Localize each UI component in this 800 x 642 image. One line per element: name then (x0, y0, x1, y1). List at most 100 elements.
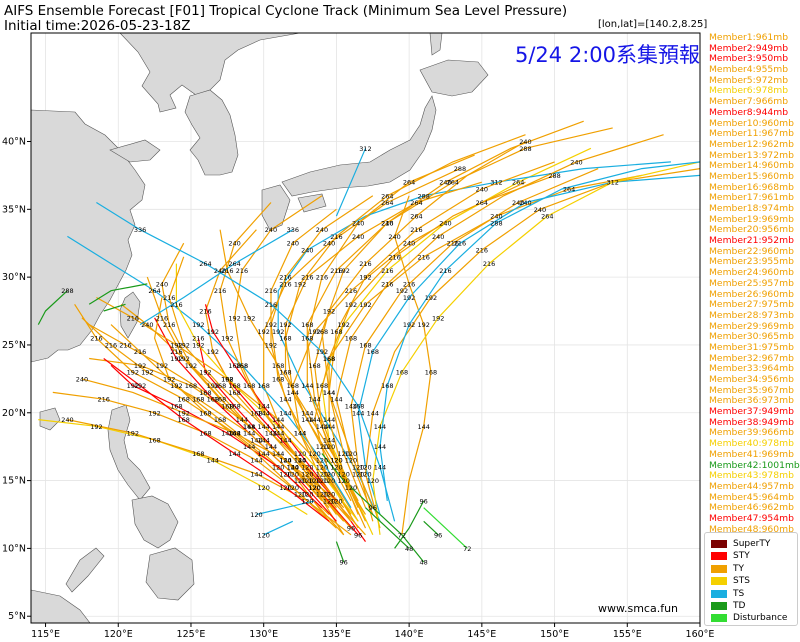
track-hour-label: 216 (279, 280, 291, 288)
track-hour-label: 192 (185, 362, 197, 370)
track-hour-label: 288 (519, 145, 531, 153)
track-hour-label: 264 (381, 199, 393, 207)
track-hour-label: 120 (323, 470, 335, 478)
track-hour-label: 216 (476, 247, 488, 255)
cyclone-track-line (67, 419, 352, 536)
track-hour-label: 120 (272, 464, 284, 472)
track-hour-label: 216 (483, 260, 495, 268)
track-hour-label: 168 (199, 430, 211, 438)
y-tick-label: 40°N (2, 137, 26, 148)
member-pressure-entry: Member20:956mb (709, 224, 794, 236)
track-hour-label: 240 (287, 240, 299, 248)
track-hour-label: 120 (287, 464, 299, 472)
member-pressure-entry: Member5:972mb (709, 74, 789, 86)
track-hour-label: 240 (214, 267, 226, 275)
track-hour-label: 240 (141, 321, 153, 329)
track-hour-label: 96 (369, 504, 377, 512)
track-hour-label: 168 (199, 389, 211, 397)
track-hour-label: 264 (512, 179, 524, 187)
track-hour-label: 264 (541, 213, 553, 221)
member-pressure-entry: Member28:973mb (709, 309, 794, 321)
track-hour-label: 192 (177, 355, 189, 363)
cyclone-track-line (81, 378, 366, 536)
track-hour-label: 192 (403, 294, 415, 302)
track-hour-label: 192 (127, 382, 139, 390)
track-hour-label: 336 (134, 226, 146, 234)
track-hour-label: 192 (134, 362, 146, 370)
track-hour-label: 192 (396, 287, 408, 295)
cyclone-track-line (103, 303, 126, 312)
track-hour-label: 216 (170, 301, 182, 309)
member-pressure-entry: Member33:964mb (709, 363, 794, 375)
cyclone-track-line (394, 195, 432, 535)
track-hour-label: 144 (294, 457, 306, 465)
member-pressure-entry: Member43:978mb (709, 470, 794, 482)
track-hour-label: 72 (398, 531, 406, 539)
track-hour-label: 120 (337, 477, 349, 485)
cyclone-track-line (328, 181, 526, 522)
track-hour-label: 144 (323, 423, 335, 431)
y-tick-label: 30°N (2, 272, 26, 283)
track-hour-label: 144 (308, 396, 320, 404)
track-hour-label: 216 (221, 267, 233, 275)
track-hour-label: 120 (323, 477, 335, 485)
track-hour-label: 120 (345, 484, 357, 492)
track-hour-label: 264 (403, 179, 415, 187)
chart-subtitle: Initial time:2026-05-23-18Z (4, 18, 191, 34)
member-pressure-entry: Member46:962mb (709, 502, 794, 514)
member-pressure-entry: Member11:967mb (709, 128, 794, 140)
track-hour-label: 144 (265, 443, 277, 451)
track-hour-label: 120 (323, 443, 335, 451)
track-hour-label: 216 (163, 294, 175, 302)
member-pressure-entry: Member6:978mb (709, 85, 789, 97)
cyclone-track-line (219, 229, 359, 508)
track-hour-label: 144 (228, 450, 240, 458)
track-hour-label: 168 (192, 396, 204, 404)
track-hour-label: 240 (388, 233, 400, 241)
intensity-legend: SuperTY STY TY STS TS TD Disturbance (704, 532, 798, 626)
x-tick-label: 160°E (686, 629, 715, 640)
track-hour-label: 96 (434, 531, 442, 539)
track-hour-label: 240 (519, 199, 531, 207)
track-hour-label: 144 (279, 457, 291, 465)
track-hour-label: 120 (301, 464, 313, 472)
legend-swatch (711, 602, 727, 610)
track-hour-label: 168 (425, 369, 437, 377)
track-hour-label: 120 (316, 464, 328, 472)
member-pressure-entry: Member48:960mb (709, 523, 794, 535)
member-pressure-entry: Member44:957mb (709, 480, 794, 492)
track-hour-label: 192 (359, 301, 371, 309)
track-hour-label: 120 (294, 457, 306, 465)
track-hour-label: 144 (265, 430, 277, 438)
track-hour-label: 144 (272, 423, 284, 431)
cyclone-track-line (219, 202, 352, 522)
track-hour-label: 120 (279, 470, 291, 478)
track-hour-label: 120 (316, 477, 328, 485)
legend-swatch (711, 589, 727, 598)
member-pressure-entry: Member8:944mb (709, 106, 789, 118)
track-hour-label: 120 (359, 464, 371, 472)
cyclone-track-line (284, 134, 526, 502)
track-hour-label: 192 (316, 348, 328, 356)
track-hour-label: 120 (257, 531, 269, 539)
legend-item: Disturbance (711, 612, 787, 624)
track-hour-label: 144 (236, 416, 248, 424)
legend-swatch (711, 552, 727, 561)
track-hour-label: 120 (294, 491, 306, 499)
track-hour-label: 96 (340, 559, 348, 567)
track-hour-label: 144 (374, 423, 386, 431)
land-asia-mainland (31, 33, 301, 113)
track-hour-label: 192 (337, 321, 349, 329)
member-pressure-entry: Member18:974mb (709, 203, 794, 214)
land-palawan (65, 547, 105, 593)
track-hour-label: 120 (316, 443, 328, 451)
cyclone-track-line (168, 256, 345, 509)
track-hour-label: 240 (61, 416, 73, 424)
y-tick-label: 20°N (2, 408, 26, 419)
track-hour-label: 144 (367, 409, 379, 417)
chart-title: AIFS Ensemble Forecast [F01] Tropical Cy… (4, 3, 568, 19)
track-hour-label: 120 (330, 497, 342, 505)
track-hour-label: 144 (374, 464, 386, 472)
track-hour-label: 192 (192, 342, 204, 350)
track-hour-label: 168 (316, 382, 328, 390)
